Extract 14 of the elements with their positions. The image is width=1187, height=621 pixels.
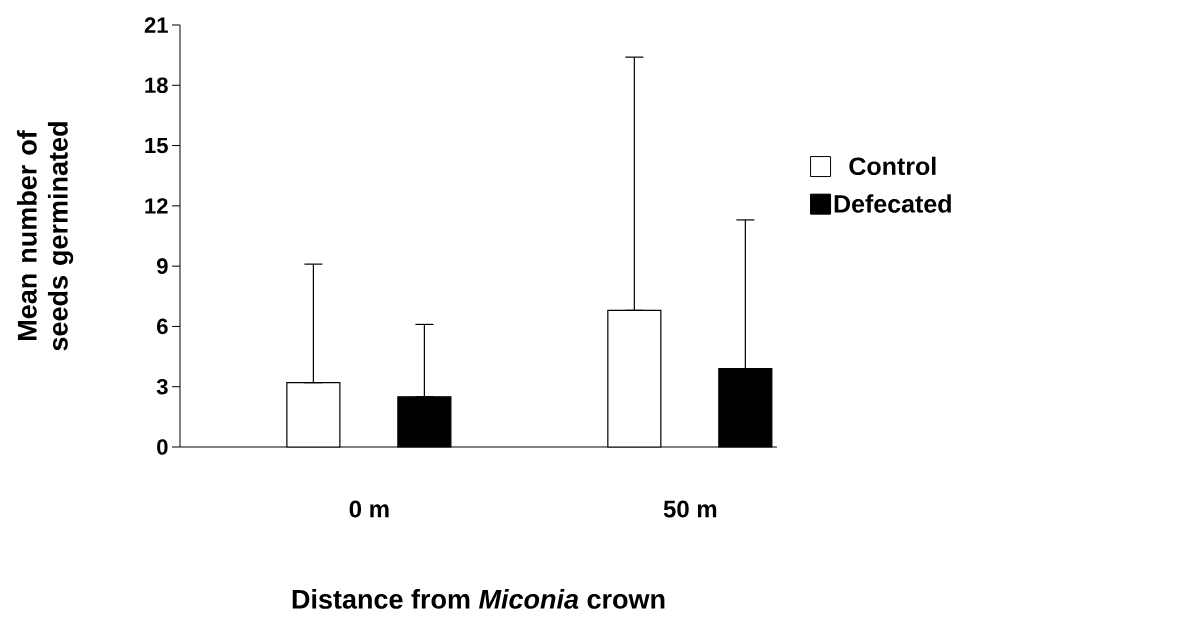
y-tick-label: 0 [157, 439, 168, 455]
y-tick-label: 12 [145, 198, 168, 214]
x-tick-label: 50 m [663, 500, 717, 518]
y-tick-label: 3 [156, 378, 168, 395]
legend-label: Defecated [834, 194, 951, 213]
y-tick-label: 21 [144, 17, 168, 33]
legend-label: Control [849, 156, 936, 176]
y-tick-label: 6 [157, 318, 168, 335]
y-tick-label: 9 [157, 258, 168, 274]
y-axis-title: Mean number of seeds germinated [16, 122, 74, 351]
x-tick-label: 0 m [349, 500, 389, 518]
x-axis-title: Distance from Miconia crown [292, 588, 665, 609]
y-tick-label: 15 [145, 137, 168, 154]
y-tick-label: 18 [145, 77, 168, 94]
